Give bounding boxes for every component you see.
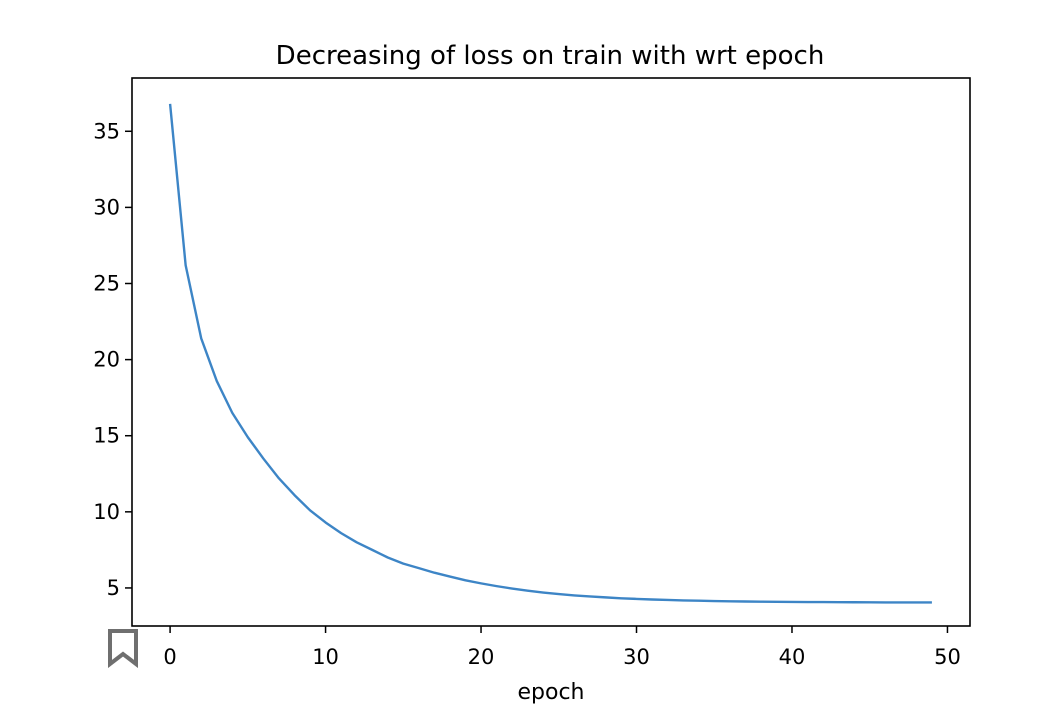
y-tick-label: 25: [93, 272, 120, 296]
y-tick-label: 15: [93, 424, 120, 448]
x-axis-ticks: 0 10 20 30 40 50: [163, 626, 961, 669]
y-tick-label: 10: [93, 500, 120, 524]
series-line-loss: [168, 103, 932, 604]
plot-frame: [131, 77, 971, 627]
x-tick-label: 40: [779, 645, 806, 669]
chart-title: Decreasing of loss on train with wrt epo…: [276, 41, 825, 71]
x-axis-label: epoch: [518, 680, 585, 705]
y-axis-ticks: 5 10 15 20 25 30 35: [93, 119, 132, 600]
y-tick-label: 30: [93, 195, 120, 219]
x-tick-label: 20: [468, 645, 495, 669]
bookmark-outline-icon[interactable]: [106, 628, 140, 668]
x-tick-label: 50: [934, 645, 961, 669]
x-tick-label: 0: [163, 645, 176, 669]
series-layer: [168, 103, 932, 604]
y-tick-label: 35: [93, 119, 120, 143]
y-tick-label: 5: [107, 576, 120, 600]
x-tick-label: 30: [623, 645, 650, 669]
x-tick-label: 10: [312, 645, 339, 669]
y-tick-label: 20: [93, 348, 120, 372]
